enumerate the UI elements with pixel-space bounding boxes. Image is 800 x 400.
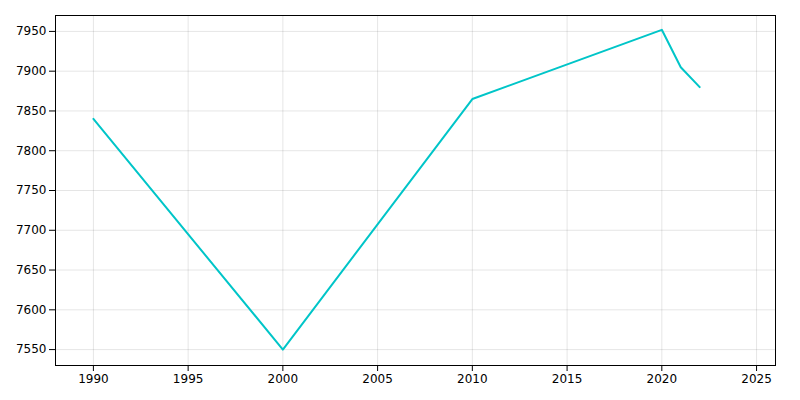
svg-text:7800: 7800: [16, 144, 47, 158]
svg-text:7700: 7700: [16, 223, 47, 237]
svg-text:1990: 1990: [78, 372, 109, 386]
svg-text:2000: 2000: [268, 372, 299, 386]
svg-text:7900: 7900: [16, 64, 47, 78]
svg-text:7850: 7850: [16, 104, 47, 118]
svg-text:2015: 2015: [552, 372, 583, 386]
svg-text:7950: 7950: [16, 24, 47, 38]
svg-text:2020: 2020: [647, 372, 678, 386]
svg-text:2010: 2010: [457, 372, 488, 386]
svg-text:7600: 7600: [16, 303, 47, 317]
svg-text:2025: 2025: [741, 372, 772, 386]
svg-text:7650: 7650: [16, 263, 47, 277]
svg-text:7550: 7550: [16, 342, 47, 356]
svg-text:1995: 1995: [173, 372, 204, 386]
svg-text:7750: 7750: [16, 183, 47, 197]
svg-text:2005: 2005: [362, 372, 393, 386]
